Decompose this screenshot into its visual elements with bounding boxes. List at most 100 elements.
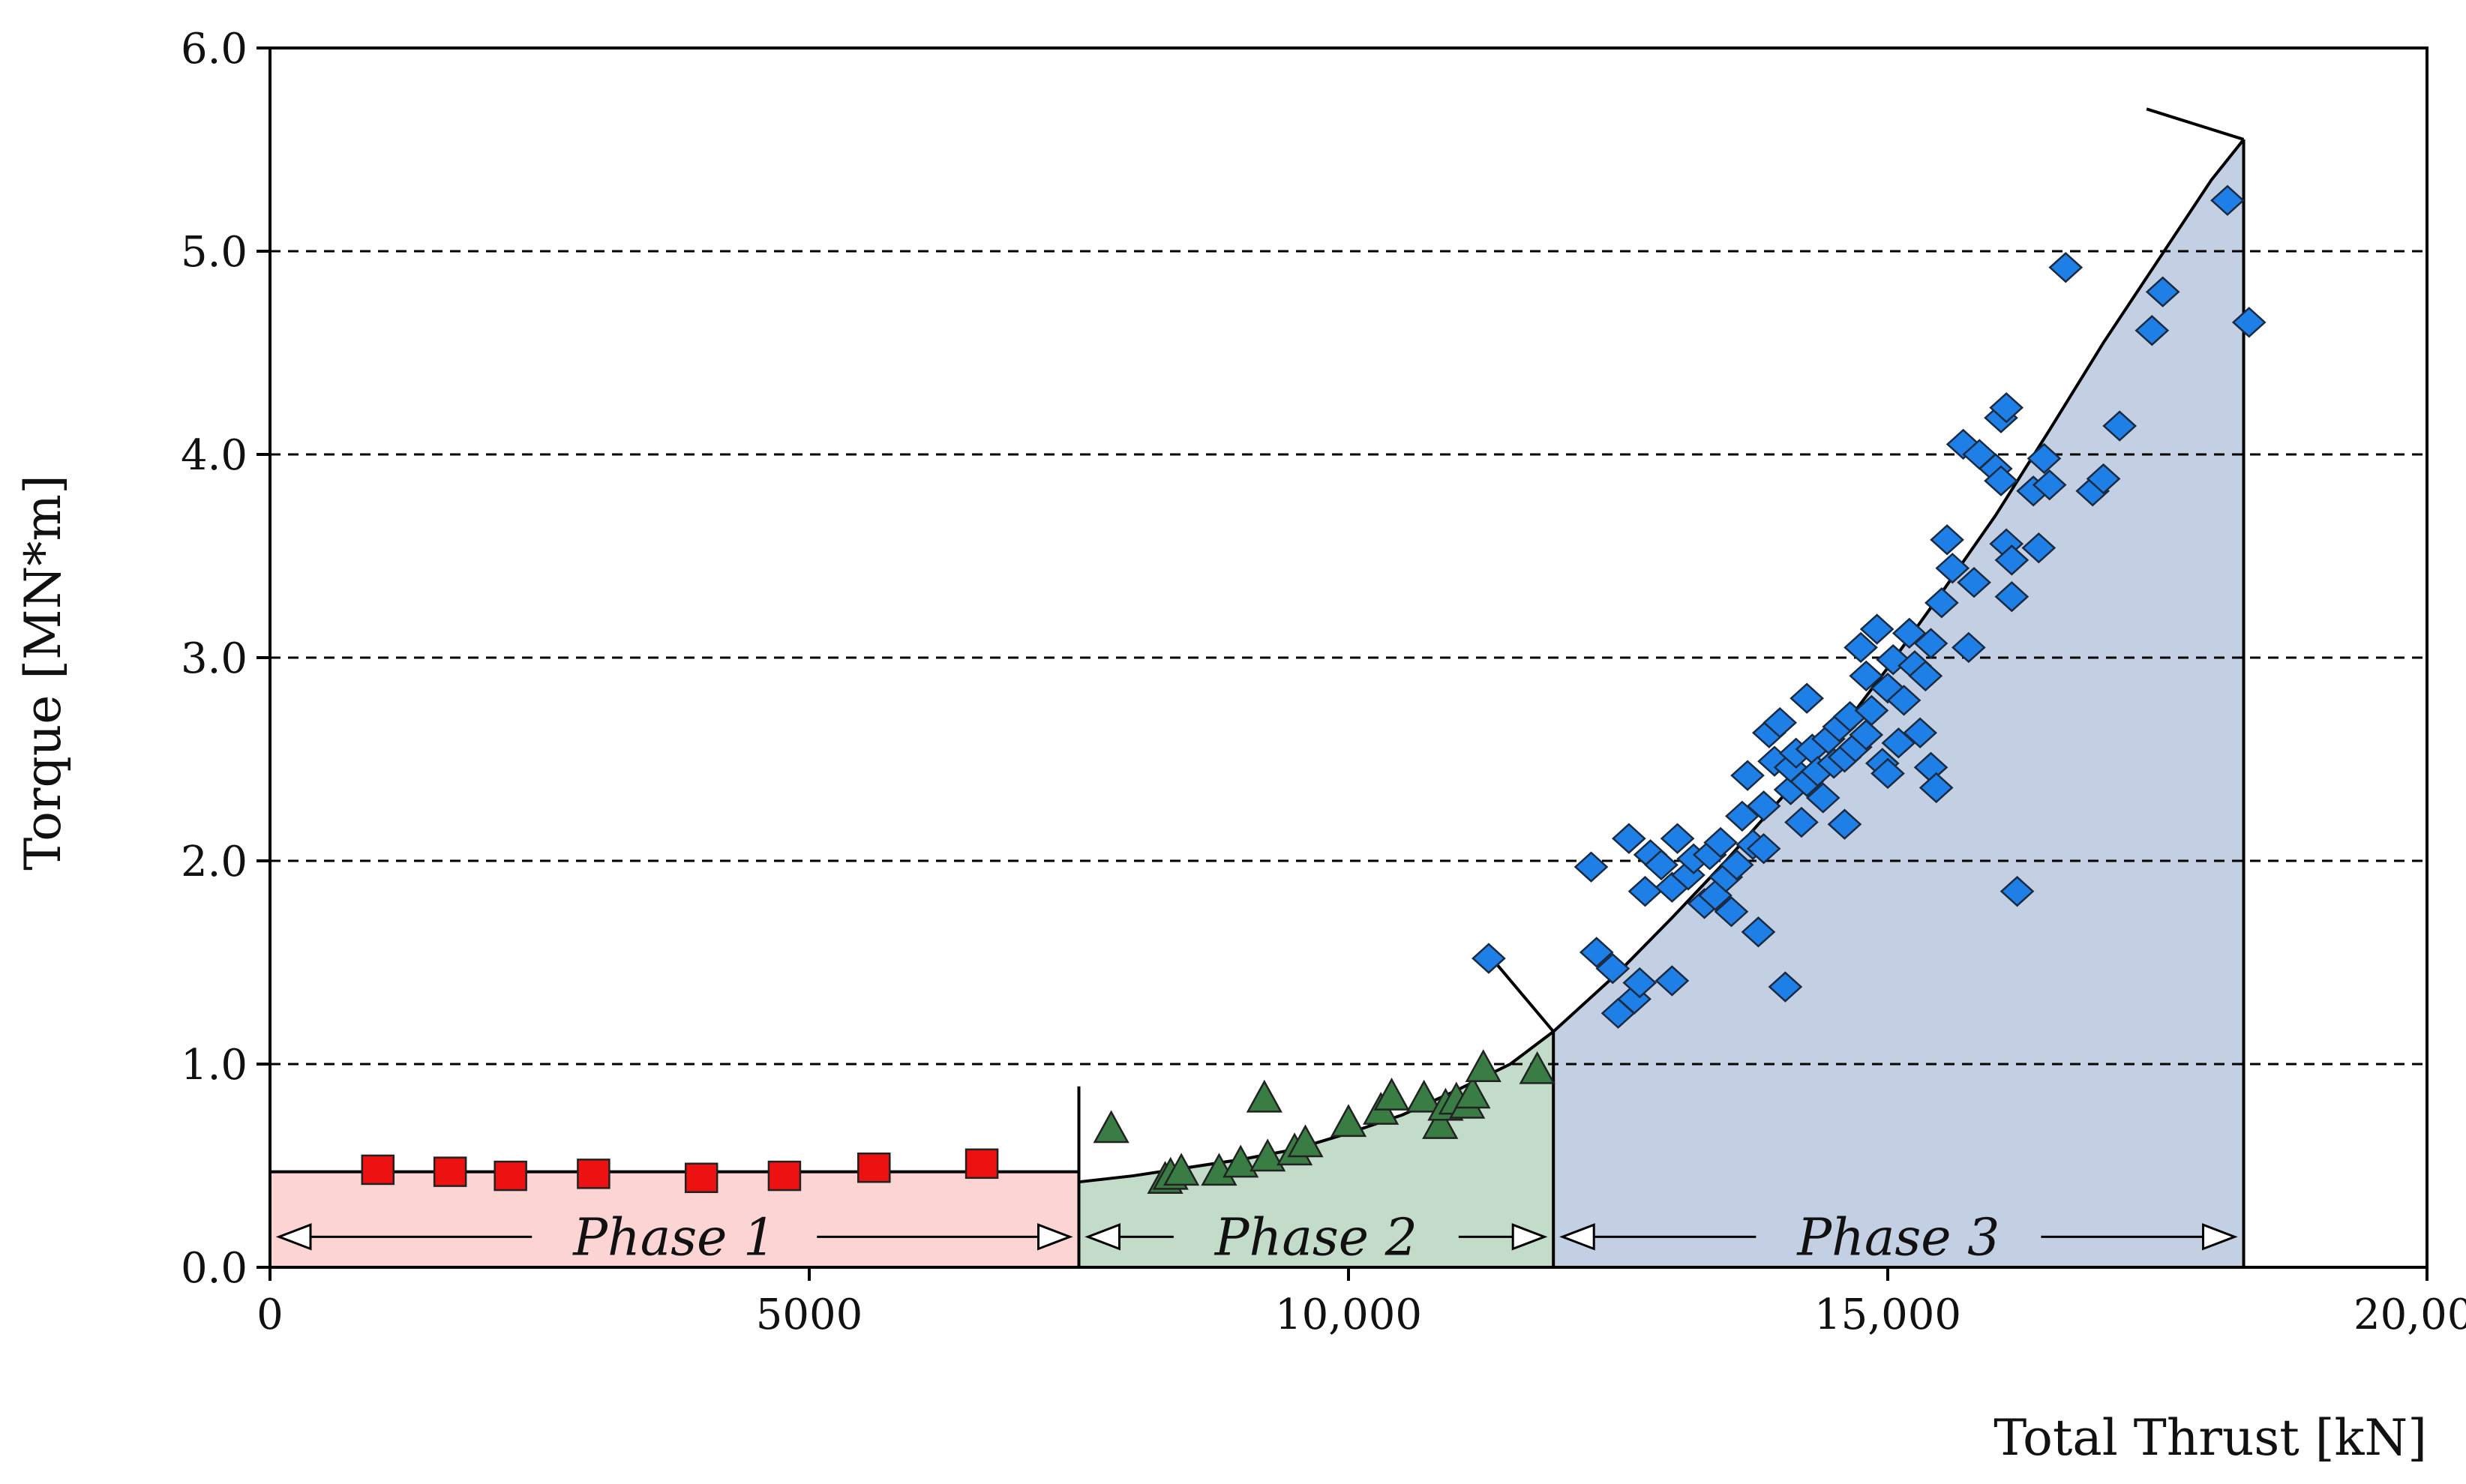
phase-3-label: Phase 3	[1796, 1208, 2000, 1267]
phase-1-arrowhead-right	[1037, 1223, 1073, 1251]
diamond-marker	[1612, 823, 1646, 854]
diamond-marker	[1574, 851, 1609, 883]
diamond-marker	[1844, 631, 1878, 664]
y-tick-label: 0.0	[181, 1244, 248, 1293]
triangle-marker	[1330, 1104, 1367, 1138]
diamond-marker	[1654, 965, 1690, 997]
y-tick-label: 1.0	[181, 1041, 248, 1090]
x-tick-label: 15,000	[1814, 1291, 1961, 1339]
diamond-marker	[2048, 251, 2084, 283]
diamond-marker	[1472, 943, 1506, 974]
diamond-marker	[1849, 719, 1884, 751]
diamond-marker	[1994, 581, 2030, 613]
diamond-marker	[1930, 524, 1964, 556]
x-tick-label: 5000	[756, 1291, 863, 1339]
diamond-marker	[2231, 307, 2266, 338]
x-tick-label: 0	[256, 1291, 284, 1339]
diamond-marker	[1859, 613, 1894, 645]
diamond-marker	[1730, 760, 1765, 791]
x-tick-label: 10,000	[1275, 1291, 1422, 1339]
square-marker	[361, 1154, 395, 1186]
x-tick-label: 20,000	[2354, 1291, 2466, 1339]
diamond-marker	[1660, 823, 1695, 854]
diamond-marker	[1595, 952, 1630, 985]
square-marker	[964, 1148, 999, 1180]
triangle-marker	[1222, 1144, 1259, 1178]
triangle-marker	[1246, 1079, 1282, 1113]
x-axis-title: Total Thrust [kN]	[1994, 1409, 2427, 1467]
diamond-marker	[1886, 685, 1922, 716]
diamond-marker	[1984, 465, 2018, 496]
y-tick-label: 6.0	[181, 25, 248, 73]
diamond-marker	[1714, 896, 1749, 928]
square-marker	[767, 1160, 802, 1192]
diamond-marker	[2210, 184, 2245, 216]
triangle-marker	[1406, 1079, 1442, 1113]
phase-2-arrowhead-left	[1084, 1223, 1120, 1251]
phase-1-region	[270, 1171, 1079, 1267]
diamond-marker	[1913, 628, 1948, 659]
diamond-marker	[1628, 875, 1663, 907]
diamond-marker	[1784, 806, 1819, 838]
triangle-marker	[1287, 1124, 1324, 1158]
diamond-marker	[2134, 315, 2170, 346]
diamond-marker	[1849, 660, 1884, 692]
square-marker	[494, 1160, 527, 1192]
diamond-marker	[1805, 782, 1840, 814]
phase-2-label: Phase 2	[1214, 1208, 1418, 1267]
triangle-marker	[1250, 1138, 1286, 1172]
diamond-marker	[1741, 916, 1776, 948]
y-tick-label: 2.0	[181, 838, 248, 886]
phase-1-arrowhead-left	[275, 1223, 312, 1251]
phase-3-arrowhead-left	[1559, 1223, 1595, 1251]
diamond-marker	[1746, 833, 1781, 865]
square-marker	[433, 1156, 467, 1187]
diamond-marker	[1827, 808, 1862, 840]
diamond-marker	[2026, 442, 2062, 475]
diamond-marker	[1908, 660, 1943, 692]
phase-3-arrowhead-right	[2202, 1223, 2238, 1251]
diamond-marker	[1790, 682, 1825, 714]
phase-2-arrowhead-right	[1511, 1223, 1548, 1251]
phase-1-label: Phase 1	[572, 1208, 776, 1267]
leader-line	[2146, 107, 2245, 141]
diamond-marker	[1854, 694, 1889, 727]
triangle-marker	[1373, 1078, 1410, 1111]
diamond-marker	[2102, 410, 2138, 442]
diamond-marker	[1989, 391, 2024, 424]
y-tick-label: 4.0	[181, 431, 248, 480]
data-markers	[361, 184, 2266, 1195]
diamond-marker	[2032, 469, 2067, 501]
square-marker	[684, 1162, 718, 1194]
triangle-marker	[1422, 1105, 1459, 1139]
triangle-marker	[1519, 1051, 1556, 1084]
triangle-marker	[1162, 1153, 1200, 1186]
triangle-marker	[1093, 1110, 1130, 1144]
diamond-marker	[1903, 717, 1938, 748]
y-axis-title: Torque [MN*m]	[14, 475, 72, 870]
triangle-marker	[1465, 1049, 1502, 1082]
diamond-marker	[1957, 567, 1991, 598]
diamond-marker	[1746, 790, 1781, 822]
diamond-marker	[1719, 849, 1754, 881]
diamond-marker	[2086, 463, 2121, 495]
square-marker	[857, 1152, 891, 1183]
diamond-marker	[1935, 553, 1970, 584]
diamond-marker	[2145, 276, 2180, 307]
triangle-marker	[1454, 1075, 1491, 1109]
square-marker	[577, 1159, 610, 1189]
diamond-marker	[2000, 875, 2035, 907]
diamond-marker	[1918, 772, 1954, 804]
axis-ticks: 0.0 1.0 2.0 3.0 4.0 5.0 6.0 0 5000 10,000 15,000 20…	[181, 25, 2466, 1339]
diamond-marker	[1762, 707, 1798, 739]
phase-labels: Phase 1 Phase 2 Phase 3	[275, 1208, 2238, 1267]
diamond-marker	[1622, 967, 1658, 999]
diamond-marker	[1994, 544, 2030, 576]
y-tick-label: 3.0	[181, 634, 248, 683]
diamond-marker	[2021, 532, 2056, 564]
diamond-marker	[1870, 757, 1905, 790]
y-tick-label: 5.0	[181, 228, 248, 277]
diamond-marker	[1924, 587, 1959, 619]
diamond-marker	[1703, 826, 1738, 859]
